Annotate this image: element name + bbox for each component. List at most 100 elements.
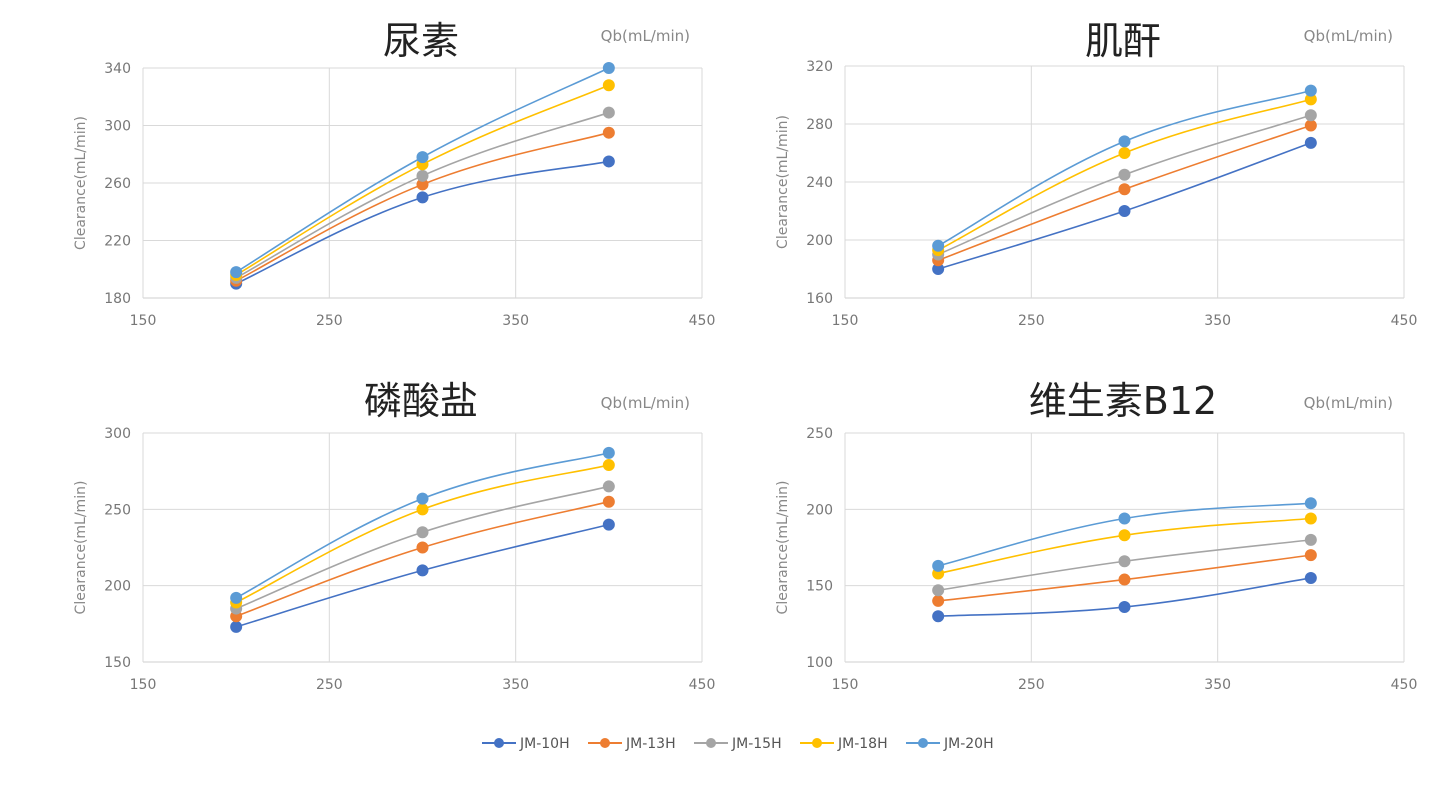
data-point-JM-10H [932, 610, 945, 623]
y-axis-label: Clearance(mL/min) [73, 116, 89, 250]
data-point-JM-13H [1118, 573, 1131, 586]
data-point-JM-18H [602, 459, 615, 472]
data-point-JM-20H [932, 239, 945, 252]
x-tick-label: 450 [1391, 313, 1418, 329]
x-tick-label: 450 [689, 313, 716, 329]
data-point-JM-10H [1304, 136, 1317, 149]
data-point-JM-15H [1118, 555, 1131, 568]
y-tick-label: 240 [806, 175, 833, 191]
data-point-JM-20H [1118, 135, 1131, 148]
data-point-JM-15H [416, 169, 429, 182]
x-unit-label: Qb(mL/min) [601, 394, 690, 412]
legend-label: JM-10H [519, 736, 570, 752]
legend-item: JM-13H [588, 736, 676, 752]
legend: JM-10H JM-13H JM-15H JM-18H JM-20H [482, 736, 994, 752]
y-tick-label: 150 [104, 655, 131, 671]
y-axis-label: Clearance(mL/min) [73, 481, 89, 615]
x-tick-label: 350 [502, 677, 529, 693]
data-point-JM-20H [416, 151, 429, 164]
chart-title: 尿素 [383, 19, 459, 63]
data-point-JM-10H [932, 263, 945, 275]
data-point-JM-10H [1118, 205, 1131, 217]
data-point-JM-15H [1118, 168, 1131, 181]
y-tick-label: 150 [806, 579, 833, 595]
data-point-JM-20H [416, 492, 429, 505]
data-point-JM-13H [416, 178, 429, 191]
data-point-JM-10H [1304, 572, 1317, 585]
data-point-JM-18H [1304, 93, 1317, 106]
legend-item: JM-10H [482, 736, 570, 752]
legend-label: JM-15H [731, 736, 782, 752]
data-point-JM-13H [602, 495, 615, 508]
x-unit-label: Qb(mL/min) [601, 27, 690, 45]
legend-item: JM-18H [800, 736, 888, 752]
data-point-JM-13H [1304, 549, 1317, 562]
x-tick-label: 150 [832, 313, 859, 329]
y-axis-label: Clearance(mL/min) [775, 481, 791, 615]
chart-panel-2: 肌酐 Qb(mL/min) 160 200 240 280 320 150 250 350 450 C… [775, 19, 1417, 329]
data-point-JM-20H [1118, 512, 1131, 525]
legend-marker-icon [918, 738, 928, 748]
y-tick-label: 250 [806, 426, 833, 442]
x-tick-label: 150 [130, 677, 157, 693]
x-tick-label: 450 [1391, 677, 1418, 693]
data-point-JM-20H [1304, 497, 1317, 510]
data-point-JM-13H [932, 594, 945, 607]
data-point-JM-10H [416, 191, 429, 204]
data-point-JM-10H [602, 518, 615, 531]
data-point-JM-13H [602, 126, 615, 139]
x-tick-label: 250 [316, 677, 343, 693]
y-tick-label: 220 [104, 234, 131, 250]
data-point-JM-20H [602, 446, 615, 459]
chart-panel-3: 磷酸盐 Qb(mL/min) 150 200 250 300 150 250 350 450 Cle… [73, 379, 715, 693]
legend-marker-icon [600, 738, 610, 748]
x-unit-label: Qb(mL/min) [1304, 394, 1393, 412]
chart-title: 肌酐 [1085, 19, 1161, 63]
x-tick-label: 450 [689, 677, 716, 693]
data-point-JM-18H [1118, 529, 1131, 542]
y-tick-label: 200 [104, 579, 131, 595]
data-point-JM-18H [1304, 512, 1317, 525]
data-point-JM-20H [1304, 84, 1317, 97]
legend-marker-icon [706, 738, 716, 748]
x-unit-label: Qb(mL/min) [1304, 27, 1393, 45]
y-tick-label: 200 [806, 502, 833, 518]
x-tick-label: 250 [316, 313, 343, 329]
legend-marker-icon [812, 738, 822, 748]
data-point-JM-18H [416, 503, 429, 516]
data-point-JM-10H [416, 564, 429, 577]
x-tick-label: 250 [1018, 313, 1045, 329]
y-tick-label: 320 [806, 59, 833, 75]
y-tick-label: 180 [104, 291, 131, 307]
y-tick-label: 160 [806, 291, 833, 307]
y-tick-label: 300 [104, 119, 131, 135]
y-tick-label: 100 [806, 655, 833, 671]
y-tick-label: 260 [104, 176, 131, 192]
data-point-JM-18H [602, 79, 615, 92]
chart-panel-1: 尿素 Qb(mL/min) 180 220 260 300 340 150 250 350 450 C… [73, 19, 715, 329]
chart-panel-4: 维生素B12 Qb(mL/min) 100 150 200 250 150 250 350 450… [775, 379, 1417, 693]
data-point-JM-20H [230, 591, 243, 604]
data-point-JM-20H [230, 266, 243, 279]
y-tick-label: 340 [104, 61, 131, 77]
data-point-JM-20H [932, 559, 945, 572]
y-axis-label: Clearance(mL/min) [775, 115, 791, 249]
data-point-JM-10H [230, 620, 243, 633]
legend-marker-icon [494, 738, 504, 748]
y-tick-label: 280 [806, 117, 833, 133]
legend-item: JM-15H [694, 736, 782, 752]
data-point-JM-15H [602, 106, 615, 119]
data-point-JM-13H [1118, 183, 1131, 196]
legend-label: JM-18H [837, 736, 888, 752]
x-tick-label: 350 [1204, 313, 1231, 329]
x-tick-label: 150 [130, 313, 157, 329]
data-point-JM-15H [1304, 533, 1317, 546]
data-point-JM-13H [1304, 119, 1317, 132]
legend-label: JM-13H [625, 736, 676, 752]
x-tick-label: 350 [1204, 677, 1231, 693]
x-tick-label: 250 [1018, 677, 1045, 693]
data-point-JM-10H [602, 155, 615, 168]
data-point-JM-15H [416, 526, 429, 539]
legend-label: JM-20H [943, 736, 994, 752]
